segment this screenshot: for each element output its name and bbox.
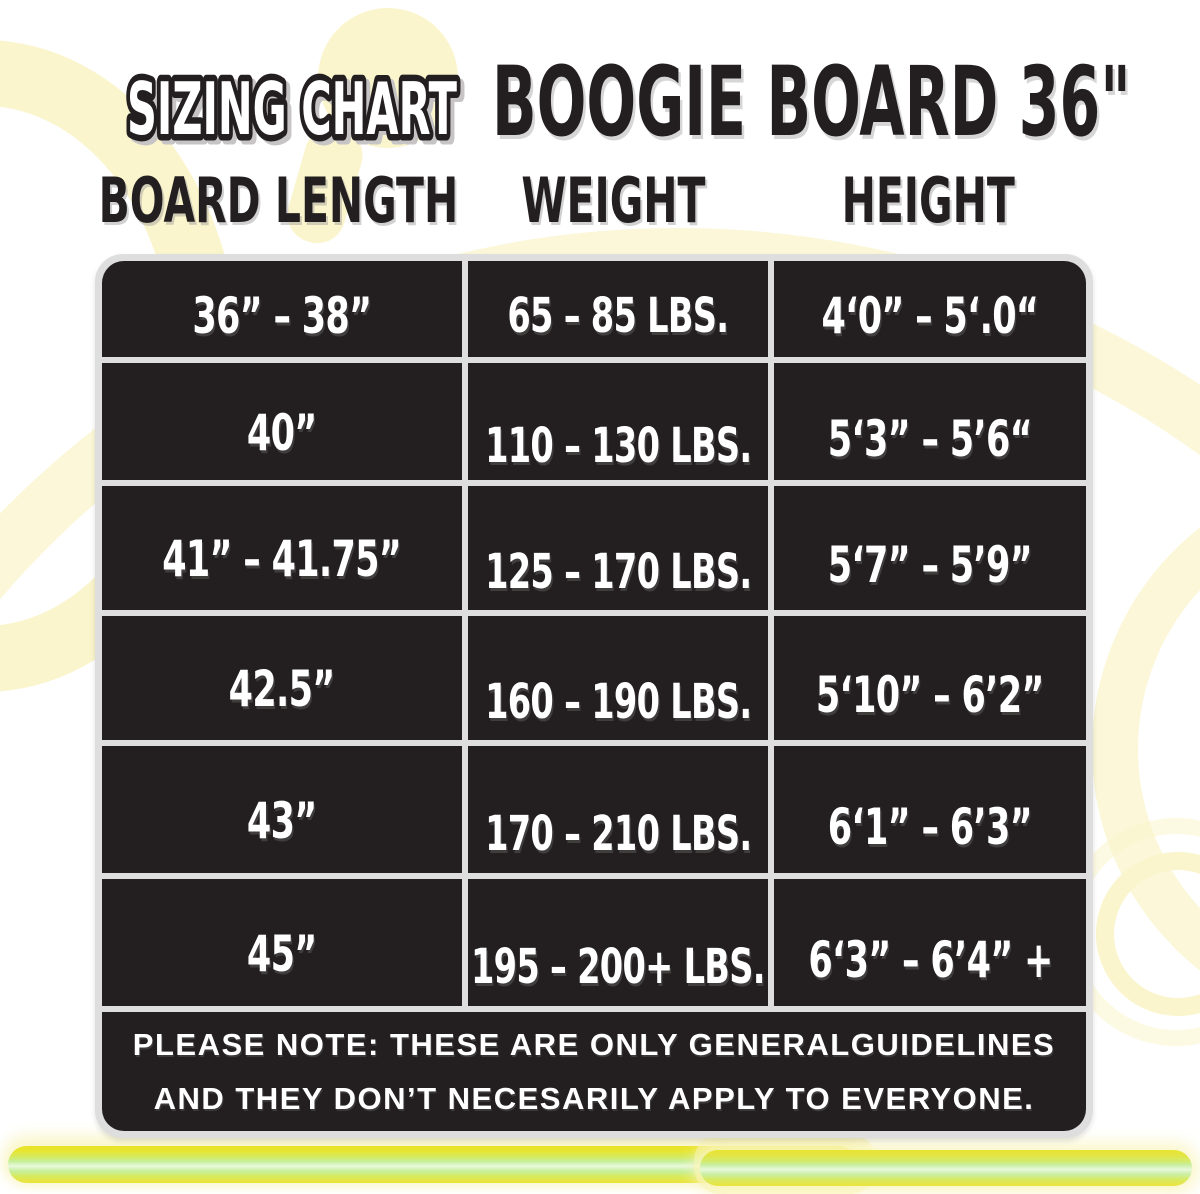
sizing-chart-badge-text: SIZING CHART [127, 67, 457, 151]
height-value: 5‘3” – 5’6“ [827, 409, 1033, 468]
yellow-ring-right-decoration [1092, 468, 1200, 1030]
column-headers: BOARD LENGTH WEIGHT HEIGHT [95, 170, 1093, 232]
yellow-ring-small-decoration [1096, 852, 1200, 1016]
sizing-table: 36” – 38” 65 – 85 LBS. 4‘0” – 5‘.0“ 40” … [95, 254, 1093, 1138]
weight-value: 195 – 200+ LBS. [471, 938, 766, 995]
table-cell-length-row2: 40” [102, 363, 462, 480]
weight-value: 110 – 130 LBS. [484, 417, 752, 474]
table-cell-weight-row2: 110 – 130 LBS. [468, 363, 768, 480]
weight-value: 160 – 190 LBS. [484, 674, 752, 730]
table-cell-height-row3: 5‘7” – 5’9” [774, 486, 1086, 610]
table-cell-length-row1: 36” – 38” [102, 261, 462, 357]
table-cell-height-row4: 5‘10” – 6’2” [774, 616, 1086, 740]
height-value: 5‘7” – 5’9” [827, 536, 1033, 594]
disclaimer-line-2: AND THEY DON’T NECESARILY APPLY TO EVERY… [153, 1080, 1035, 1116]
length-value: 40” [247, 403, 317, 462]
table-cell-length-row6: 45” [102, 879, 462, 1006]
sizing-chart-badge: SIZING CHART SIZING CHART [121, 61, 468, 153]
length-value: 42.5” [229, 660, 336, 718]
table-cell-weight-row4: 160 – 190 LBS. [468, 616, 768, 740]
height-value: 4‘0” – 5‘.0“ [821, 287, 1039, 345]
header-weight: WEIGHT [462, 170, 764, 232]
table-cell-height-row5: 6‘1” – 6’3” [774, 746, 1086, 873]
height-value: 5‘10” – 6’2” [816, 666, 1045, 724]
weight-value: 125 – 170 LBS. [484, 544, 752, 600]
table-cell-length-row5: 43” [102, 746, 462, 873]
table-cell-weight-row1: 65 – 85 LBS. [468, 261, 768, 357]
table-cell-height-row1: 4‘0” – 5‘.0“ [774, 261, 1086, 357]
header-height-label: HEIGHT [841, 164, 1016, 237]
table-cell-length-row4: 42.5” [102, 616, 462, 740]
table-cell-height-row2: 5‘3” – 5’6“ [774, 363, 1086, 480]
table-cell-height-row6: 6‘3” – 6’4” + [774, 879, 1086, 1006]
length-value: 43” [247, 791, 317, 850]
disclaimer-line-1: PLEASE NOTE: THESE ARE ONLY GENERALGUIDE… [132, 1027, 1056, 1063]
height-value: 6‘1” – 6’3” [827, 797, 1033, 856]
header-board-length-label: BOARD LENGTH [98, 164, 459, 237]
header-weight-label: WEIGHT [520, 164, 706, 237]
table-cell-weight-row5: 170 – 210 LBS. [468, 746, 768, 873]
table-cell-weight-row3: 125 – 170 LBS. [468, 486, 768, 610]
length-value: 45” [247, 924, 317, 983]
disclaimer-note: PLEASE NOTE: THESE ARE ONLY GENERALGUIDE… [102, 1012, 1086, 1131]
product-title: BOOGIE BOARD 36" [492, 46, 1131, 158]
table-cell-length-row3: 41” – 41.75” [102, 486, 462, 610]
table-cell-weight-row6: 195 – 200+ LBS. [468, 879, 768, 1006]
header-height: HEIGHT [764, 170, 1093, 232]
weight-value: 65 – 85 LBS. [507, 288, 730, 344]
length-value: 41” – 41.75” [162, 530, 403, 588]
length-value: 36” – 38” [192, 287, 372, 345]
height-value: 6‘3” – 6’4” + [807, 930, 1053, 989]
header-board-length: BOARD LENGTH [95, 170, 462, 232]
weight-value: 170 – 210 LBS. [484, 805, 752, 862]
glow-stick-right [700, 1150, 1192, 1186]
